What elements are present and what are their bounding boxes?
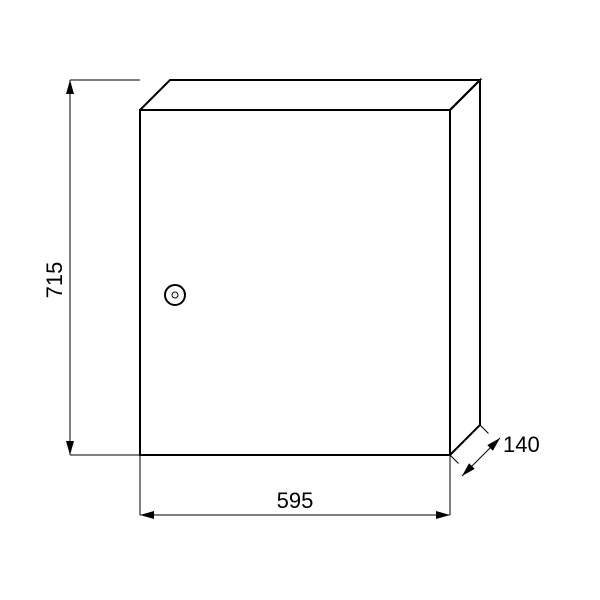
dim-width-label: 595 [277, 488, 314, 513]
dim-depth-label: 140 [503, 432, 540, 457]
cabinet-front [140, 110, 450, 455]
dimension-drawing: 715 595 140 [0, 0, 600, 600]
door-lock [165, 285, 185, 305]
dim-height-label: 715 [42, 262, 67, 299]
